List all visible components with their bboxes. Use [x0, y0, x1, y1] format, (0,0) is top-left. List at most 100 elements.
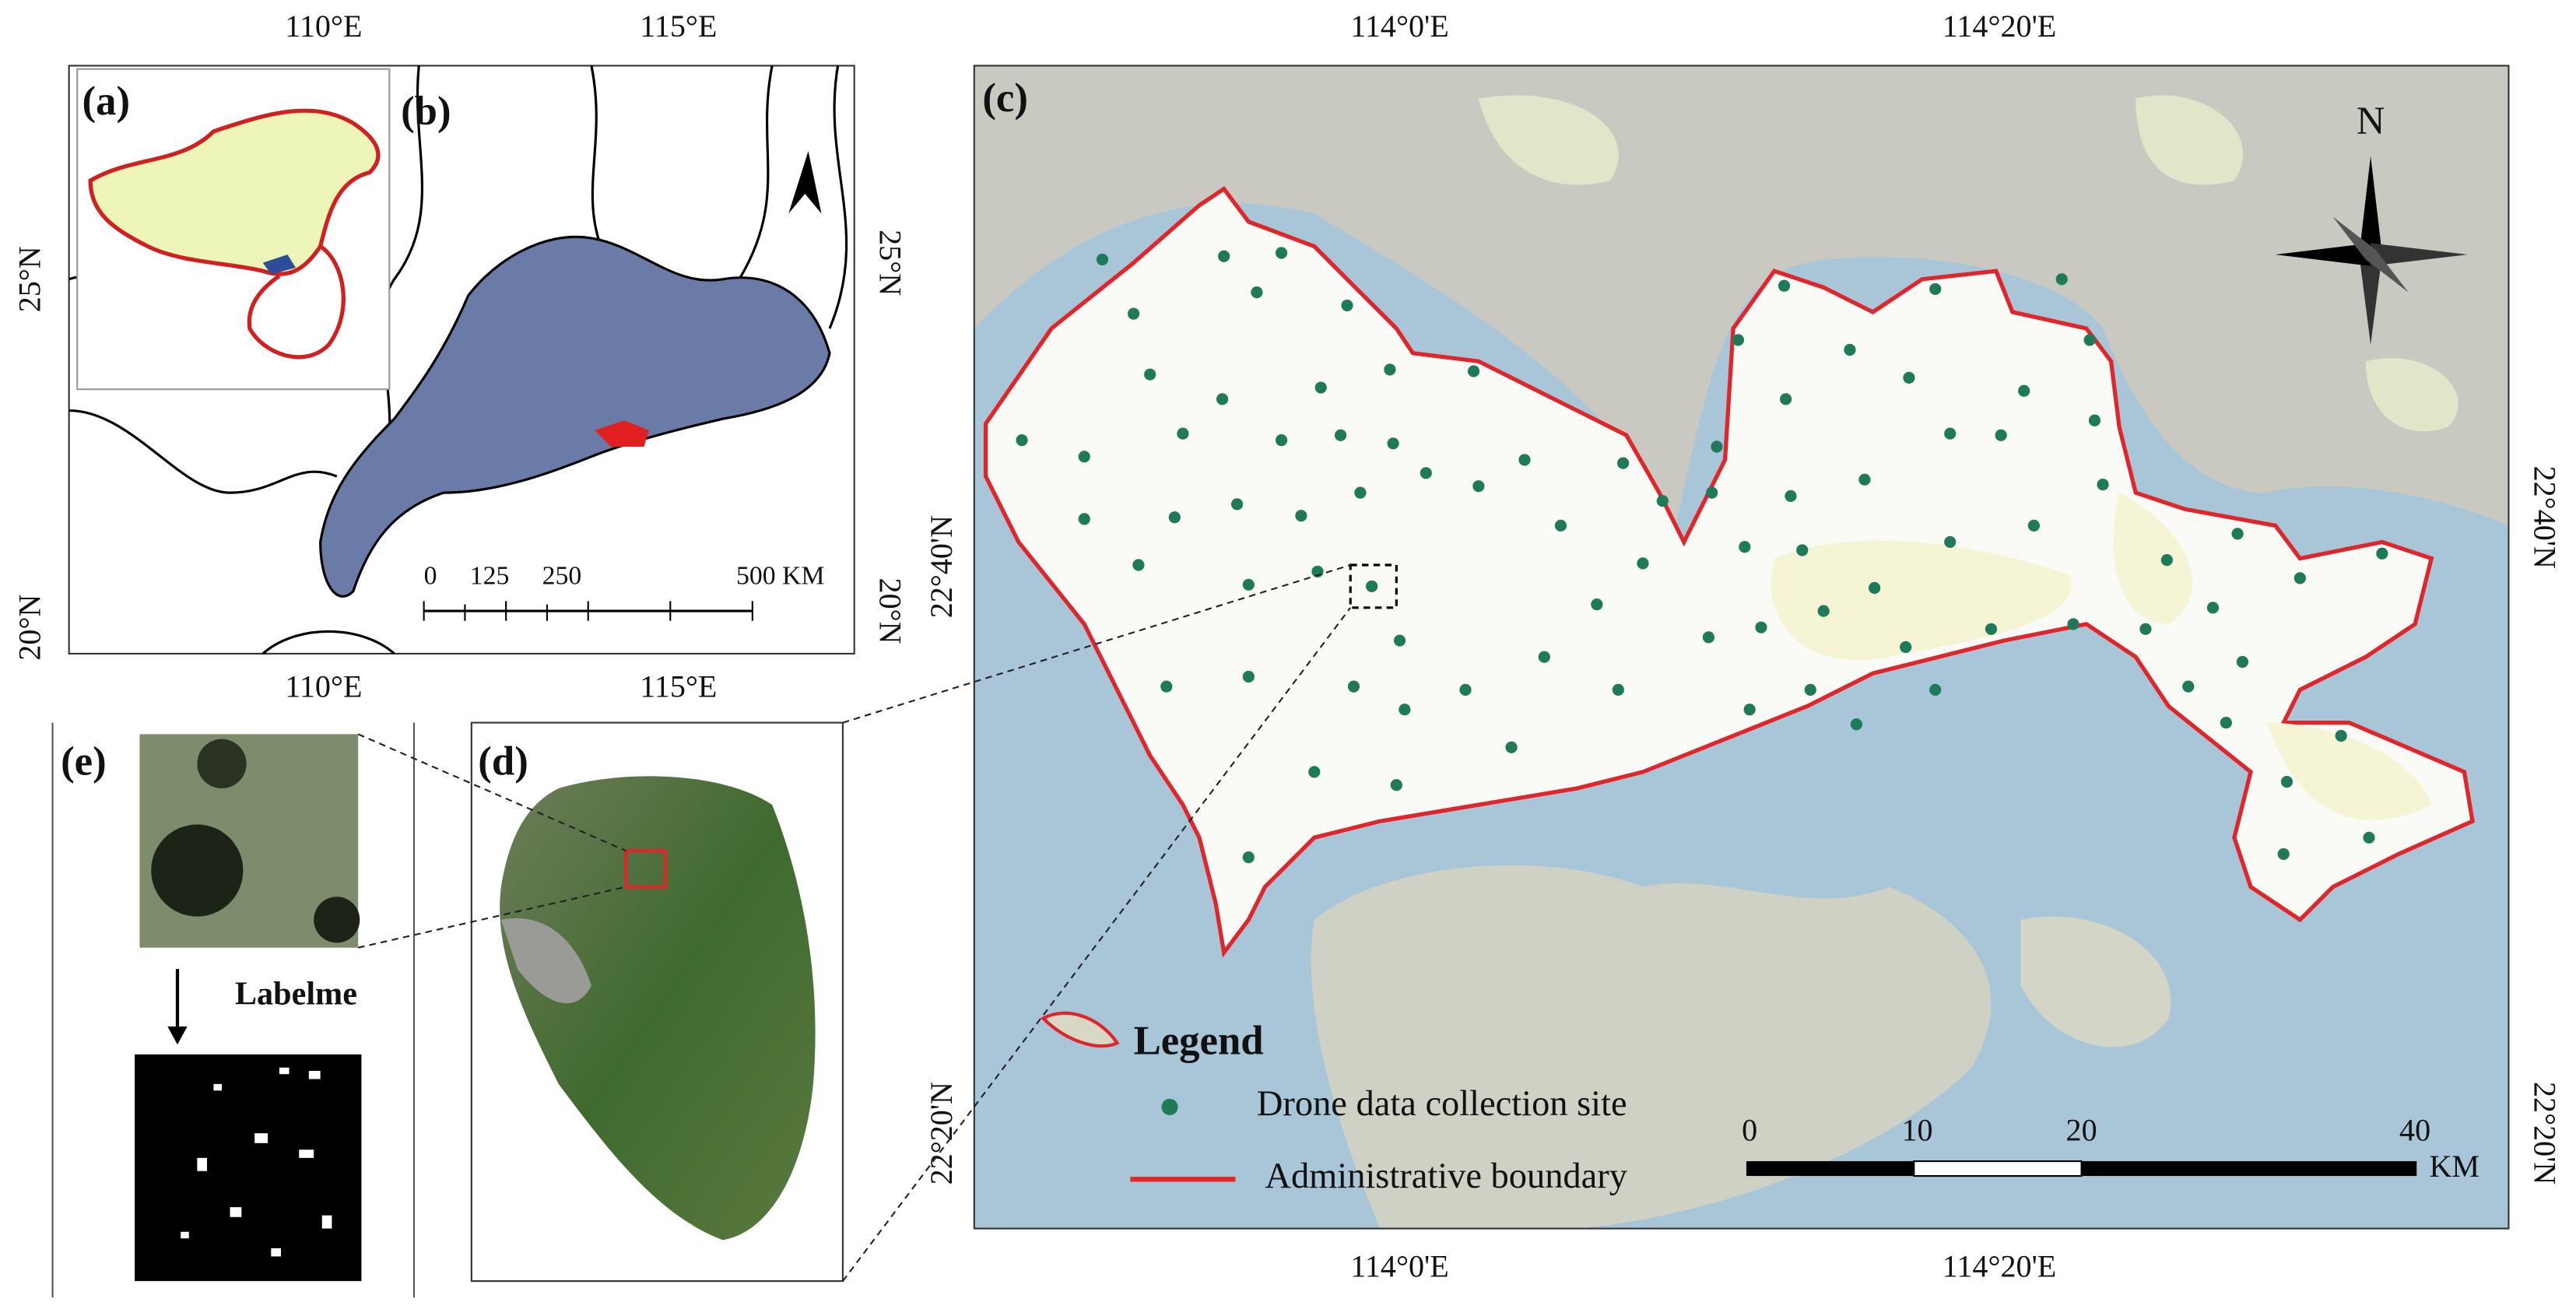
site-marker — [1132, 559, 1145, 571]
site-marker — [1505, 741, 1518, 753]
site-marker — [2236, 655, 2249, 669]
guangdong-inset — [262, 254, 296, 275]
lon-label: 114°20'E — [1943, 9, 2057, 44]
lat-label: 22°20'N — [2527, 1082, 2562, 1184]
scale-unit: KM — [2429, 1149, 2479, 1184]
site-marker — [1869, 581, 1881, 595]
site-marker — [1160, 680, 1173, 693]
patch-shadow — [197, 739, 247, 788]
scale-label: 125 — [470, 562, 510, 591]
site-marker — [2220, 716, 2232, 729]
scale-ticks — [423, 601, 753, 621]
north-arrow — [788, 151, 822, 214]
panel-label: (e) — [61, 739, 107, 784]
site-marker — [1275, 433, 1288, 447]
site-marker — [1168, 511, 1181, 524]
site-marker — [1314, 381, 1327, 394]
site-marker — [1177, 427, 1189, 440]
site-marker — [1554, 519, 1567, 532]
scale-bar — [1746, 1160, 2417, 1177]
scale-label: 20 — [2066, 1112, 2097, 1147]
sea-boundary — [247, 244, 346, 360]
site-marker — [1858, 473, 1871, 486]
site-marker — [1459, 683, 1472, 696]
lat-label: 25°N — [12, 246, 47, 312]
site-marker — [1844, 343, 1856, 356]
lat-label: 22°40'N — [924, 515, 959, 618]
site-marker — [2182, 680, 2195, 693]
lon-label: 110°E — [285, 669, 362, 704]
site-marker — [1393, 634, 1406, 647]
site-marker — [1308, 766, 1321, 778]
site-marker — [2160, 554, 2173, 567]
site-marker — [1739, 541, 1751, 553]
site-marker — [2055, 273, 2068, 286]
site-marker — [2293, 572, 2306, 584]
built-area — [500, 918, 591, 1004]
site-marker — [1780, 393, 1792, 405]
site-marker — [2363, 831, 2375, 844]
site-marker — [1242, 851, 1255, 864]
panel-label: (a) — [82, 79, 131, 124]
site-marker — [1144, 368, 1156, 381]
site-marker — [1995, 429, 2007, 441]
site-marker — [1218, 250, 1230, 262]
lon-label: 115°E — [640, 669, 717, 704]
site-marker — [1399, 704, 1411, 716]
site-marker — [1387, 437, 1399, 450]
site-marker — [2206, 602, 2220, 614]
island — [2020, 916, 2171, 1048]
site-marker — [1778, 279, 1791, 292]
scale-label: 10 — [1901, 1112, 1932, 1147]
lat-label: 22°40'N — [2527, 466, 2562, 569]
site-marker — [2088, 414, 2101, 426]
scale-label: 0 — [424, 562, 437, 591]
lat-label: 25°N — [873, 230, 908, 296]
site-marker — [1612, 683, 1624, 696]
site-marker — [1591, 598, 1603, 611]
site-marker — [2376, 547, 2388, 560]
compass — [2275, 156, 2468, 346]
site-marker — [1016, 433, 1028, 447]
legend-marker — [1161, 1098, 1178, 1115]
site-marker — [1711, 440, 1723, 453]
site-marker — [1390, 779, 1402, 791]
arrow-head — [167, 1026, 188, 1045]
china — [88, 108, 381, 276]
site-marker — [2083, 334, 2096, 346]
site-marker — [1384, 363, 1396, 376]
scale-label: 40 — [2399, 1112, 2430, 1147]
orthophoto — [500, 776, 816, 1241]
lon-label: 114°0'E — [1350, 1249, 1448, 1284]
site-marker — [1467, 365, 1480, 377]
site-marker — [2018, 384, 2030, 397]
site-marker — [1929, 283, 1942, 296]
site-marker — [2097, 478, 2109, 491]
scale-label: 250 — [542, 562, 582, 591]
arrow-label: Labelme — [235, 976, 357, 1012]
focus-box — [624, 849, 668, 889]
site-marker — [1275, 247, 1288, 259]
green-patches — [1478, 95, 2458, 432]
site-marker — [1341, 299, 1353, 312]
site-marker — [1743, 704, 1756, 716]
site-marker — [1850, 718, 1862, 731]
green-areas — [1771, 493, 2432, 820]
patch-shadow — [151, 824, 244, 917]
site-marker — [2231, 528, 2244, 540]
island-boundary — [1040, 1011, 1120, 1048]
site-marker — [2280, 775, 2293, 788]
site-marker — [1817, 605, 1830, 617]
site-marker — [1518, 454, 1531, 466]
site-marker — [1944, 427, 1957, 440]
site-markers — [1016, 247, 2388, 864]
admin-boundary — [983, 186, 2475, 958]
site-marker — [1929, 683, 1942, 696]
site-marker — [1420, 467, 1432, 479]
site-marker — [2027, 519, 2040, 532]
site-marker — [1078, 513, 1090, 525]
site-marker — [1251, 286, 1263, 299]
connectors — [357, 563, 1352, 1282]
site-marker — [1230, 498, 1244, 511]
